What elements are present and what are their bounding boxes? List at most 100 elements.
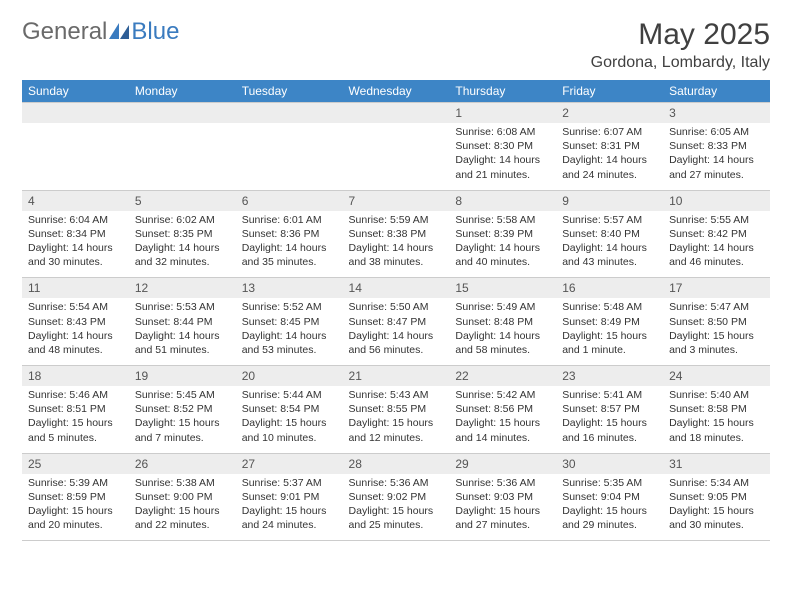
- day-number-cell: 2: [556, 103, 663, 124]
- day-number: 20: [236, 366, 343, 386]
- empty-cell: [22, 103, 129, 124]
- day-details: Sunrise: 5:50 AMSunset: 8:47 PMDaylight:…: [343, 298, 450, 365]
- day-details: Sunrise: 5:55 AMSunset: 8:42 PMDaylight:…: [663, 211, 770, 278]
- logo-text-2: Blue: [131, 18, 179, 46]
- day-number: 8: [449, 191, 556, 211]
- weekday-header: Tuesday: [236, 80, 343, 103]
- day-details-row: Sunrise: 5:54 AMSunset: 8:43 PMDaylight:…: [22, 298, 770, 365]
- day-number-row: 123: [22, 103, 770, 124]
- day-number: 13: [236, 278, 343, 298]
- empty-cell: [343, 123, 450, 190]
- day-details: Sunrise: 5:39 AMSunset: 8:59 PMDaylight:…: [22, 474, 129, 541]
- day-details-cell: Sunrise: 6:02 AMSunset: 8:35 PMDaylight:…: [129, 211, 236, 278]
- day-details-cell: Sunrise: 5:54 AMSunset: 8:43 PMDaylight:…: [22, 298, 129, 365]
- day-details: Sunrise: 5:45 AMSunset: 8:52 PMDaylight:…: [129, 386, 236, 453]
- day-number-cell: 13: [236, 278, 343, 299]
- day-details-cell: Sunrise: 5:34 AMSunset: 9:05 PMDaylight:…: [663, 474, 770, 541]
- day-details-cell: Sunrise: 5:36 AMSunset: 9:02 PMDaylight:…: [343, 474, 450, 541]
- calendar-body: 123Sunrise: 6:08 AMSunset: 8:30 PMDaylig…: [22, 103, 770, 541]
- day-number-row: 11121314151617: [22, 278, 770, 299]
- day-details: Sunrise: 5:48 AMSunset: 8:49 PMDaylight:…: [556, 298, 663, 365]
- day-details: Sunrise: 5:43 AMSunset: 8:55 PMDaylight:…: [343, 386, 450, 453]
- day-number-cell: 23: [556, 366, 663, 387]
- day-details-cell: Sunrise: 5:46 AMSunset: 8:51 PMDaylight:…: [22, 386, 129, 453]
- day-number-cell: 11: [22, 278, 129, 299]
- day-number: 26: [129, 454, 236, 474]
- day-details: Sunrise: 5:46 AMSunset: 8:51 PMDaylight:…: [22, 386, 129, 453]
- day-details-cell: Sunrise: 5:45 AMSunset: 8:52 PMDaylight:…: [129, 386, 236, 453]
- day-number: 25: [22, 454, 129, 474]
- empty-cell: [22, 123, 129, 190]
- day-details-row: Sunrise: 6:04 AMSunset: 8:34 PMDaylight:…: [22, 211, 770, 278]
- day-number: 10: [663, 191, 770, 211]
- day-details: Sunrise: 5:54 AMSunset: 8:43 PMDaylight:…: [22, 298, 129, 365]
- day-number: 27: [236, 454, 343, 474]
- day-number-cell: 28: [343, 453, 450, 474]
- day-details-cell: Sunrise: 5:36 AMSunset: 9:03 PMDaylight:…: [449, 474, 556, 541]
- day-number-cell: 3: [663, 103, 770, 124]
- day-details-row: Sunrise: 5:46 AMSunset: 8:51 PMDaylight:…: [22, 386, 770, 453]
- day-details-cell: Sunrise: 6:08 AMSunset: 8:30 PMDaylight:…: [449, 123, 556, 190]
- day-number-cell: 5: [129, 190, 236, 211]
- day-details-cell: Sunrise: 5:58 AMSunset: 8:39 PMDaylight:…: [449, 211, 556, 278]
- day-number: 17: [663, 278, 770, 298]
- empty-cell: [129, 103, 236, 124]
- day-details: Sunrise: 5:53 AMSunset: 8:44 PMDaylight:…: [129, 298, 236, 365]
- day-number: 15: [449, 278, 556, 298]
- day-number-cell: 10: [663, 190, 770, 211]
- empty-cell: [129, 123, 236, 190]
- day-details-cell: Sunrise: 5:42 AMSunset: 8:56 PMDaylight:…: [449, 386, 556, 453]
- day-details-cell: Sunrise: 5:44 AMSunset: 8:54 PMDaylight:…: [236, 386, 343, 453]
- day-number: 29: [449, 454, 556, 474]
- day-number-cell: 27: [236, 453, 343, 474]
- day-details-cell: Sunrise: 6:01 AMSunset: 8:36 PMDaylight:…: [236, 211, 343, 278]
- day-number-cell: 8: [449, 190, 556, 211]
- day-details-cell: Sunrise: 5:40 AMSunset: 8:58 PMDaylight:…: [663, 386, 770, 453]
- day-details: Sunrise: 6:02 AMSunset: 8:35 PMDaylight:…: [129, 211, 236, 278]
- day-details: Sunrise: 6:07 AMSunset: 8:31 PMDaylight:…: [556, 123, 663, 190]
- day-details-cell: Sunrise: 5:48 AMSunset: 8:49 PMDaylight:…: [556, 298, 663, 365]
- day-number: 22: [449, 366, 556, 386]
- day-number-cell: 31: [663, 453, 770, 474]
- day-number: 9: [556, 191, 663, 211]
- day-details-cell: Sunrise: 5:49 AMSunset: 8:48 PMDaylight:…: [449, 298, 556, 365]
- day-number-row: 45678910: [22, 190, 770, 211]
- day-number-cell: 16: [556, 278, 663, 299]
- day-number: 16: [556, 278, 663, 298]
- day-details: Sunrise: 5:52 AMSunset: 8:45 PMDaylight:…: [236, 298, 343, 365]
- day-number-cell: 12: [129, 278, 236, 299]
- day-details: Sunrise: 5:49 AMSunset: 8:48 PMDaylight:…: [449, 298, 556, 365]
- day-details: Sunrise: 5:47 AMSunset: 8:50 PMDaylight:…: [663, 298, 770, 365]
- day-number: 11: [22, 278, 129, 298]
- day-details-cell: Sunrise: 5:50 AMSunset: 8:47 PMDaylight:…: [343, 298, 450, 365]
- day-number-cell: 30: [556, 453, 663, 474]
- page-header: General Blue May 2025 Gordona, Lombardy,…: [22, 18, 770, 72]
- weekday-header-row: SundayMondayTuesdayWednesdayThursdayFrid…: [22, 80, 770, 103]
- day-number: 2: [556, 103, 663, 123]
- day-details: Sunrise: 5:41 AMSunset: 8:57 PMDaylight:…: [556, 386, 663, 453]
- day-number-cell: 25: [22, 453, 129, 474]
- day-details-cell: Sunrise: 5:53 AMSunset: 8:44 PMDaylight:…: [129, 298, 236, 365]
- day-number-cell: 18: [22, 366, 129, 387]
- day-details: Sunrise: 6:05 AMSunset: 8:33 PMDaylight:…: [663, 123, 770, 190]
- day-details: Sunrise: 5:58 AMSunset: 8:39 PMDaylight:…: [449, 211, 556, 278]
- weekday-header: Thursday: [449, 80, 556, 103]
- day-details-cell: Sunrise: 5:38 AMSunset: 9:00 PMDaylight:…: [129, 474, 236, 541]
- day-number: 7: [343, 191, 450, 211]
- day-details-cell: Sunrise: 6:07 AMSunset: 8:31 PMDaylight:…: [556, 123, 663, 190]
- day-number-row: 18192021222324: [22, 366, 770, 387]
- day-number-cell: 20: [236, 366, 343, 387]
- day-number: 28: [343, 454, 450, 474]
- day-number: 31: [663, 454, 770, 474]
- weekday-header: Monday: [129, 80, 236, 103]
- day-details-cell: Sunrise: 5:57 AMSunset: 8:40 PMDaylight:…: [556, 211, 663, 278]
- day-number: 30: [556, 454, 663, 474]
- day-details-cell: Sunrise: 5:55 AMSunset: 8:42 PMDaylight:…: [663, 211, 770, 278]
- day-number: 18: [22, 366, 129, 386]
- day-number: 3: [663, 103, 770, 123]
- day-details: Sunrise: 5:38 AMSunset: 9:00 PMDaylight:…: [129, 474, 236, 541]
- day-details: Sunrise: 6:08 AMSunset: 8:30 PMDaylight:…: [449, 123, 556, 190]
- day-number: 19: [129, 366, 236, 386]
- empty-cell: [236, 103, 343, 124]
- day-number-cell: 19: [129, 366, 236, 387]
